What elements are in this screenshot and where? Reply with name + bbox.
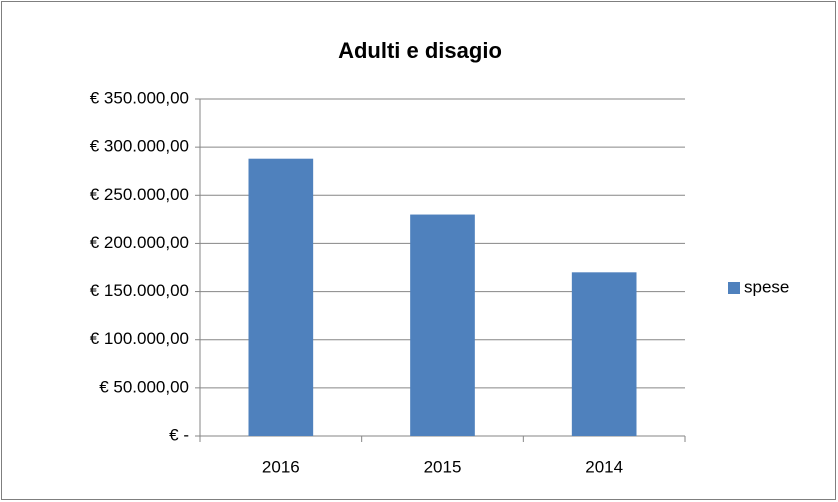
y-tick-label: € 150.000,00 [90,281,189,300]
x-tick-label: 2014 [585,457,623,476]
y-tick-label: € 350.000,00 [90,88,189,107]
x-tick-label: 2016 [262,457,300,476]
legend-label: spese [744,277,789,296]
chart-title: Adulti e disagio [338,38,502,63]
y-tick-label: € 200.000,00 [90,233,189,252]
x-tick-label: 2015 [424,457,462,476]
y-tick-label: € - [169,425,189,444]
y-tick-label: € 250.000,00 [90,185,189,204]
bar [410,214,475,436]
y-tick-label: € 100.000,00 [90,329,189,348]
y-tick-label: € 50.000,00 [99,377,189,396]
y-tick-label: € 300.000,00 [90,137,189,156]
legend-swatch [728,282,740,294]
bar [571,272,637,436]
bar [248,158,314,436]
